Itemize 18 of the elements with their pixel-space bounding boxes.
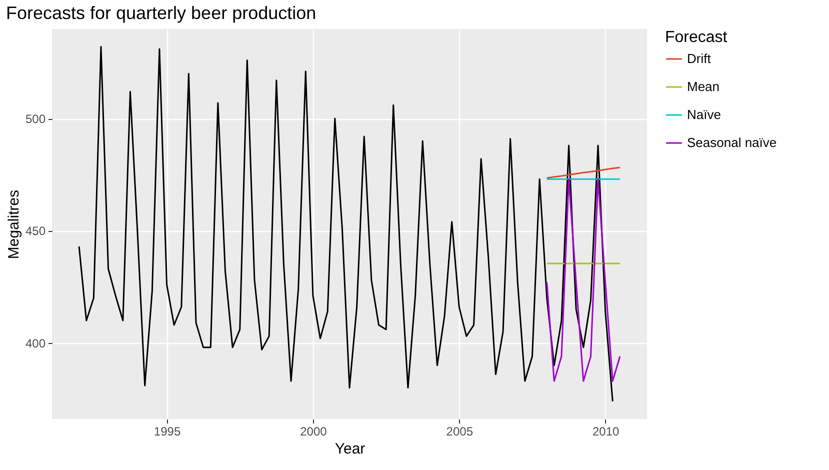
chart-title: Forecasts for quarterly beer production xyxy=(6,3,316,23)
x-tick-label: 2000 xyxy=(300,424,328,438)
x-axis-title: Year xyxy=(334,440,366,458)
line-series xyxy=(546,178,621,382)
x-tick-label: 2005 xyxy=(446,424,474,438)
legend-label: Drift xyxy=(687,51,712,66)
y-tick-label: 400 xyxy=(25,336,46,350)
line-series xyxy=(78,46,614,402)
y-axis-title: Megalitres xyxy=(5,190,22,260)
legend-label: Seasonal naïve xyxy=(687,135,777,150)
legend-label: Mean xyxy=(687,79,720,94)
legend-title: Forecast xyxy=(665,29,728,46)
y-tick-label: 500 xyxy=(25,112,46,126)
y-tick-label: 450 xyxy=(25,224,46,238)
x-tick-label: 2010 xyxy=(592,424,620,438)
legend-label: Naïve xyxy=(687,107,721,122)
line-series xyxy=(546,166,621,179)
x-tick-label: 1995 xyxy=(154,424,181,438)
